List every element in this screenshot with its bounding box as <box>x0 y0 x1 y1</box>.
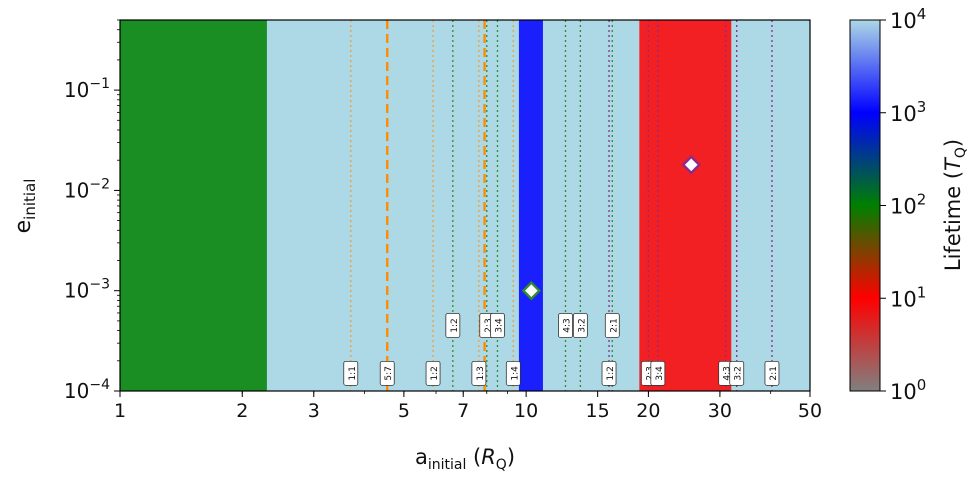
resonance-label-text: 3:4 <box>655 366 665 381</box>
resonance-label: 1:3 <box>471 360 487 386</box>
y-tick-label: 10−2 <box>64 176 110 202</box>
colorbar-tick-label: 104 <box>890 5 926 33</box>
colorbar-tick-label: 103 <box>890 98 926 126</box>
y-tick-label: 10−3 <box>64 277 110 303</box>
colorbar-gradient <box>849 19 881 392</box>
resonance-label-box <box>764 360 780 386</box>
region-resonance-10 <box>518 20 543 391</box>
resonance-label: 1:1 <box>343 360 359 386</box>
resonance-label-text: 2:3 <box>484 318 494 332</box>
y-axis: 10−4 10−3 10−2 10−1 <box>64 19 120 403</box>
resonance-label-text: 1:2 <box>606 366 616 380</box>
resonance-label: 3:4 <box>650 360 666 386</box>
resonance-label-box <box>505 360 521 386</box>
resonance-label-box <box>604 313 620 338</box>
resonance-label: 5:7 <box>379 360 395 386</box>
resonance-label-box <box>729 360 745 386</box>
resonance-label-box <box>445 313 461 338</box>
resonance-label-text: 1:2 <box>450 318 460 332</box>
resonance-label-text: 3:2 <box>734 366 744 380</box>
x-tick-label: 2 <box>236 400 248 422</box>
resonance-label-text: 2:1 <box>769 366 779 380</box>
resonance-label: 3:2 <box>729 360 745 386</box>
region-inner <box>120 20 267 391</box>
resonance-label-text: 1:3 <box>476 366 486 380</box>
x-tick-label: 20 <box>636 400 660 422</box>
resonance-label: 1:2 <box>601 360 617 386</box>
colorbar-tick-label: 102 <box>890 191 926 219</box>
resonance-label-text: 1:2 <box>430 366 440 380</box>
resonance-label-text: 5:7 <box>384 366 394 380</box>
y-axis-label: einitial <box>11 179 39 234</box>
colorbar-tick-label: 101 <box>890 283 926 311</box>
x-tick-label: 15 <box>586 400 610 422</box>
x-tick-label: 30 <box>708 400 732 422</box>
resonance-label: 3:2 <box>572 313 588 338</box>
resonance-label-box <box>343 360 359 386</box>
colorbar-label: Lifetime (TQ) <box>941 139 969 271</box>
resonance-label: 2:1 <box>764 360 780 386</box>
region-outer <box>639 20 732 391</box>
resonance-label-box <box>471 360 487 386</box>
diamond-marker <box>521 281 542 301</box>
y-tick-label: 10−1 <box>64 76 110 102</box>
resonance-label-text: 4:3 <box>562 318 572 332</box>
diamond-marker <box>681 155 701 175</box>
resonance-label: 1:2 <box>445 313 461 338</box>
resonance-label: 1:2 <box>425 360 441 386</box>
resonance-labels: 1:1 5:7 1:21:21:32:3 3:41:44:3 3:2 2:11:2 2:3 3… <box>343 313 780 386</box>
plot-frame <box>119 19 811 392</box>
resonance-label-text: 3:4 <box>494 318 504 333</box>
resonance-label-box <box>601 360 617 386</box>
resonance-label: 4:3 <box>558 313 573 338</box>
resonance-label-box <box>558 313 573 338</box>
x-tick-label: 5 <box>398 400 410 422</box>
resonance-label-text: 1:4 <box>510 366 520 381</box>
resonance-label-text: 4:3 <box>723 366 733 380</box>
x-tick-label: 3 <box>308 400 320 422</box>
resonance-label-text: 3:2 <box>577 318 587 332</box>
x-axis: 1 2 3 5 7 10 15 20 30 50 <box>114 391 822 422</box>
colorbar-ticks: 100 101 102 103 104 <box>880 5 926 404</box>
resonance-label: 4:3 <box>718 360 734 386</box>
resonance-label-text: 2:1 <box>609 318 619 332</box>
colorbar-tick-label: 100 <box>890 376 926 404</box>
resonance-label-box <box>490 313 505 338</box>
resonance-label-text: 2:3 <box>645 366 655 380</box>
resonance-label-box <box>379 360 395 386</box>
y-tick-label: 10−4 <box>64 377 110 403</box>
resonance-label: 3:4 <box>490 313 505 338</box>
resonance-label-box <box>425 360 441 386</box>
lifetime-regions <box>120 20 732 391</box>
resonance-label: 1:4 <box>505 360 521 386</box>
markers <box>521 155 701 301</box>
resonance-label-box <box>650 360 666 386</box>
x-tick-label: 7 <box>457 400 469 422</box>
x-tick-label: 10 <box>514 400 538 422</box>
plot-area: 1:1 5:7 1:21:21:32:3 3:41:44:3 3:2 2:11:2 2:3 3… <box>119 19 811 392</box>
colorbar: 100 101 102 103 104 Lifetime (TQ) <box>849 5 969 404</box>
resonance-label-text: 1:1 <box>348 366 358 380</box>
x-tick-label: 1 <box>114 400 126 422</box>
resonance-label: 2:1 <box>604 313 620 338</box>
resonance-label-box <box>572 313 588 338</box>
x-axis-label: ainitial (RQ) <box>415 445 515 473</box>
x-tick-label: 50 <box>798 400 822 422</box>
